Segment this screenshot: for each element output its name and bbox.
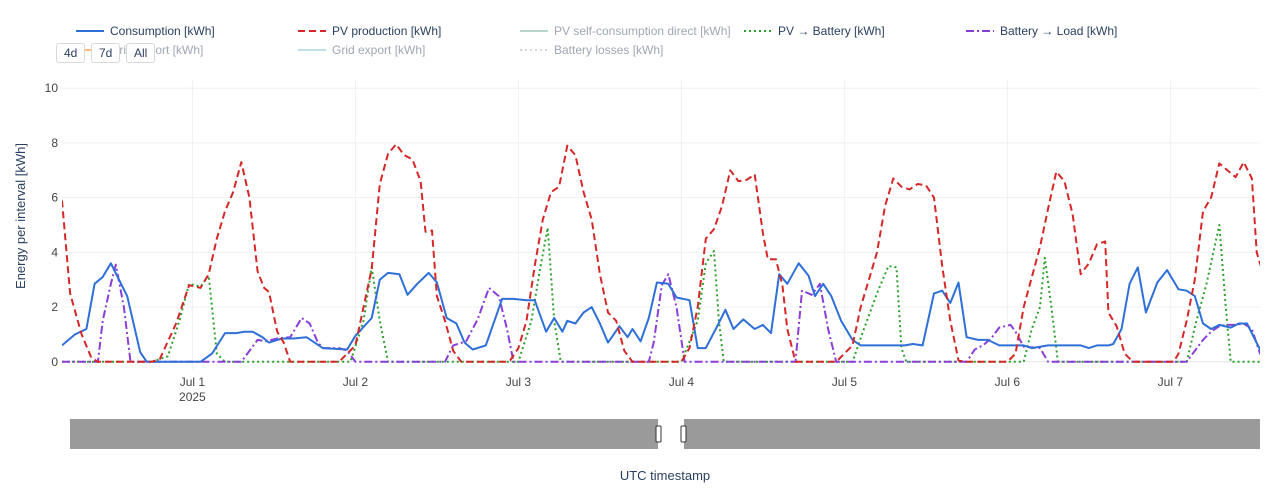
- y-tick-label: 6: [51, 191, 58, 205]
- y-tick-label: 2: [51, 300, 58, 314]
- x-tick-label: Jul 4: [669, 375, 695, 389]
- legend-item[interactable]: PV self-consumption direct [kWh]: [520, 24, 731, 38]
- y-axis-title: Energy per interval [kWh]: [13, 143, 28, 289]
- legend[interactable]: Consumption [kWh] PV production [kWh] PV s…: [76, 24, 1117, 57]
- legend-item[interactable]: PV → Battery [kWh]: [744, 24, 885, 38]
- legend-item[interactable]: PV production [kWh]: [298, 24, 441, 38]
- x-tick-label: Jul 2: [343, 375, 369, 389]
- range-button-7d[interactable]: 7d: [91, 43, 121, 63]
- legend-label: Consumption [kWh]: [110, 24, 215, 38]
- legend-label: Battery → Load [kWh]: [1000, 24, 1117, 38]
- range-slider-mask-left: [70, 419, 658, 449]
- x-tick-year: 2025: [179, 390, 206, 404]
- range-button-all[interactable]: All: [126, 43, 156, 63]
- series-line-consumption-kwh-: [62, 262, 1260, 363]
- series-lines: [62, 143, 1260, 363]
- series-line-pv-production-kwh-: [62, 143, 1260, 363]
- legend-item[interactable]: Grid export [kWh]: [298, 43, 425, 57]
- y-tick-label: 10: [45, 81, 59, 95]
- legend-label: PV production [kWh]: [332, 24, 441, 38]
- legend-label: Battery losses [kWh]: [554, 43, 663, 57]
- x-tick-label: Jul 3: [506, 375, 532, 389]
- legend-item[interactable]: Consumption [kWh]: [76, 24, 215, 38]
- legend-label: Grid import [kWh]: [110, 43, 203, 57]
- series-line-battery-load-kwh-: [62, 263, 1260, 363]
- legend-item[interactable]: Battery → Load [kWh]: [966, 24, 1117, 38]
- range-slider-mask-right: [684, 419, 1260, 449]
- legend-label: PV → Battery [kWh]: [778, 24, 885, 38]
- range-slider[interactable]: [70, 419, 1260, 449]
- legend-label: PV self-consumption direct [kWh]: [554, 24, 731, 38]
- y-tick-label: 8: [51, 136, 58, 150]
- x-tick-label: Jul 5: [832, 375, 858, 389]
- range-slider-handle-left[interactable]: [655, 425, 662, 443]
- y-tick-label: 4: [51, 245, 58, 259]
- x-tick-label: Jul 1: [180, 375, 206, 389]
- legend-item[interactable]: Battery losses [kWh]: [520, 43, 663, 57]
- range-slider-handle-right[interactable]: [680, 425, 687, 443]
- range-button-4d[interactable]: 4d: [56, 43, 86, 63]
- x-tick-label: Jul 6: [995, 375, 1021, 389]
- x-tick-label: Jul 7: [1158, 375, 1184, 389]
- x-axis-title: UTC timestamp: [620, 468, 710, 483]
- y-tick-label: 0: [51, 355, 58, 369]
- legend-label: Grid export [kWh]: [332, 43, 425, 57]
